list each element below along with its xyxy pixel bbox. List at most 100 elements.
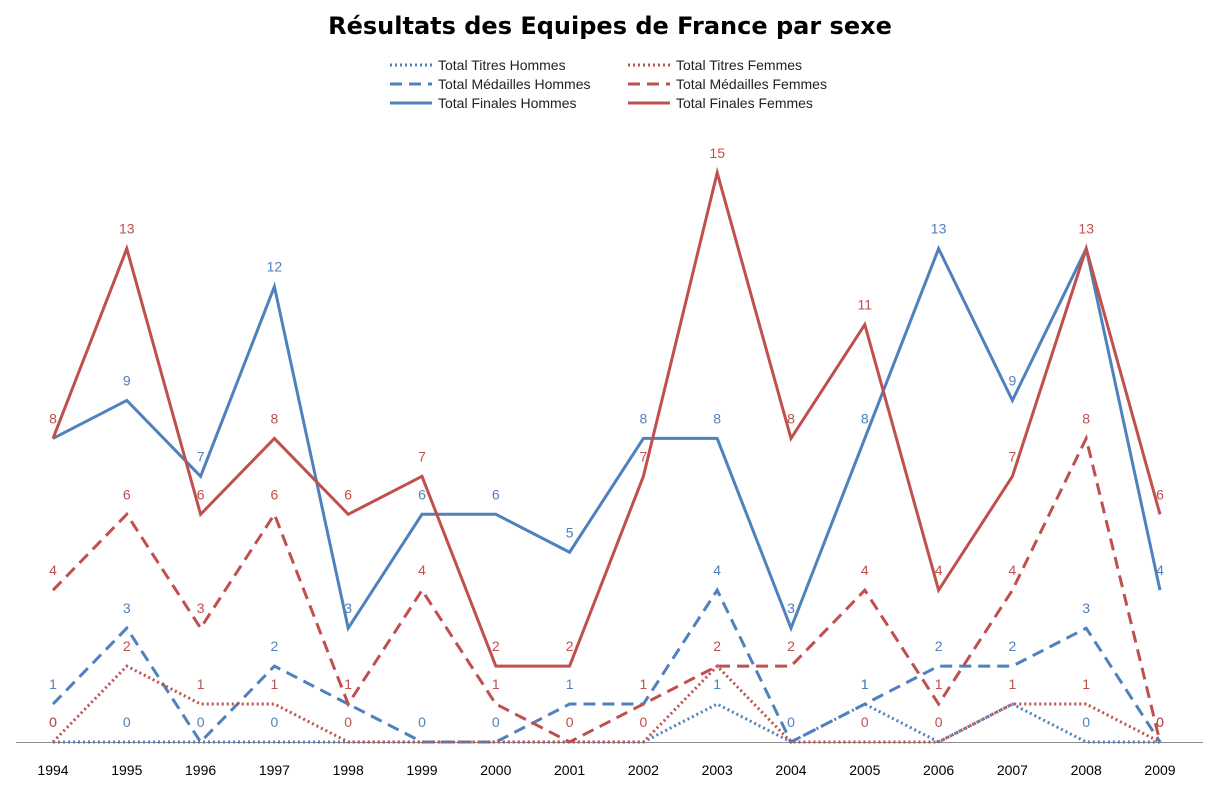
legend-item-total-titres-hommes: Total Titres Hommes <box>390 55 566 74</box>
legend-label: Total Médailles Hommes <box>438 75 591 92</box>
data-label-total-finales-hommes: 3 <box>787 600 795 616</box>
data-point-total-medailles-femmes <box>347 703 350 706</box>
data-label-total-medailles-femmes: 1 <box>492 676 500 692</box>
data-point-total-medailles-femmes <box>273 513 276 516</box>
data-label-total-finales-hommes: 8 <box>640 410 648 426</box>
data-point-total-medailles-femmes <box>125 513 128 516</box>
x-tick-label: 2001 <box>554 762 585 778</box>
data-label-total-finales-femmes: 7 <box>1009 448 1017 464</box>
data-point-total-medailles-femmes <box>1011 589 1014 592</box>
series-line-total-medailles-femmes <box>51 433 1162 744</box>
x-tick-label: 1998 <box>333 762 364 778</box>
data-point-total-titres-femmes <box>347 741 350 744</box>
data-label-total-finales-hommes: 6 <box>418 486 426 502</box>
legend-item-total-medailles-hommes: Total Médailles Hommes <box>390 74 591 93</box>
data-point-total-medailles-hommes <box>1085 627 1088 630</box>
series-line-total-finales-femmes <box>51 166 1162 668</box>
data-label-total-finales-femmes: 13 <box>1078 221 1094 237</box>
data-point-total-medailles-hommes <box>716 589 719 592</box>
data-label-total-titres-hommes: 1 <box>861 676 869 692</box>
data-label-total-medailles-femmes: 4 <box>1009 562 1017 578</box>
data-point-total-medailles-hommes <box>1011 665 1014 668</box>
x-tick-label: 2000 <box>480 762 511 778</box>
x-tick-label: 1997 <box>259 762 290 778</box>
data-point-total-finales-femmes <box>494 665 497 668</box>
data-label-total-titres-femmes: 2 <box>713 638 721 654</box>
legend-label: Total Titres Hommes <box>438 56 566 73</box>
data-point-total-titres-femmes <box>494 741 497 744</box>
legend-swatch <box>390 101 432 104</box>
data-label-total-finales-femmes: 8 <box>271 410 279 426</box>
data-point-total-finales-femmes <box>1085 247 1088 250</box>
data-point-total-medailles-femmes <box>1159 741 1162 744</box>
data-label-total-finales-femmes: 6 <box>1156 486 1164 502</box>
data-point-total-medailles-femmes <box>568 741 571 744</box>
data-label-total-titres-femmes: 0 <box>566 714 574 730</box>
data-point-total-medailles-hommes <box>568 703 571 706</box>
data-label-total-finales-hommes: 7 <box>197 448 205 464</box>
data-label-total-finales-hommes: 4 <box>1156 562 1164 578</box>
data-point-total-finales-femmes <box>421 475 424 478</box>
data-label-total-medailles-hommes: 4 <box>713 562 721 578</box>
data-label-total-finales-hommes: 6 <box>492 486 500 502</box>
data-label-total-medailles-femmes: 1 <box>344 676 352 692</box>
data-point-total-medailles-femmes <box>716 665 719 668</box>
data-label-total-titres-femmes: 1 <box>197 676 205 692</box>
data-point-total-titres-femmes <box>125 665 128 668</box>
data-point-total-finales-hommes <box>1159 589 1162 592</box>
data-label-total-finales-hommes: 13 <box>931 221 947 237</box>
data-point-total-finales-femmes <box>125 247 128 250</box>
data-point-total-titres-hommes <box>716 703 719 706</box>
data-label-total-finales-femmes: 8 <box>49 410 57 426</box>
data-label-total-titres-hommes: 0 <box>197 714 205 730</box>
data-label-total-medailles-femmes: 0 <box>1156 714 1164 730</box>
data-label-total-titres-hommes: 0 <box>271 714 279 730</box>
data-point-total-titres-hommes <box>1085 741 1088 744</box>
data-point-total-finales-femmes <box>347 513 350 516</box>
data-label-total-finales-femmes: 2 <box>492 638 500 654</box>
data-label-total-finales-hommes: 9 <box>1009 372 1017 388</box>
data-label-total-medailles-hommes: 1 <box>861 676 869 692</box>
data-point-total-finales-femmes <box>790 437 793 440</box>
data-point-total-finales-femmes <box>199 513 202 516</box>
data-point-total-finales-hommes <box>790 627 793 630</box>
data-label-total-finales-femmes: 11 <box>858 297 873 313</box>
data-label-total-medailles-femmes: 1 <box>935 676 943 692</box>
data-point-total-finales-hommes <box>421 513 424 516</box>
legend-swatch <box>628 101 670 104</box>
data-label-total-finales-femmes: 13 <box>119 221 135 237</box>
data-point-total-medailles-femmes <box>790 665 793 668</box>
data-point-total-medailles-hommes <box>125 627 128 630</box>
data-point-total-finales-hommes <box>273 285 276 288</box>
data-label-total-finales-femmes: 6 <box>344 486 352 502</box>
legend-label: Total Titres Femmes <box>676 56 803 73</box>
data-label-total-finales-hommes: 12 <box>267 259 283 275</box>
data-label-total-medailles-hommes: 2 <box>271 638 279 654</box>
x-tick-label: 2006 <box>923 762 954 778</box>
x-tick-label: 2002 <box>628 762 659 778</box>
data-point-total-finales-hommes <box>568 551 571 554</box>
data-point-total-titres-hommes <box>125 741 128 744</box>
x-tick-label: 1999 <box>406 762 437 778</box>
data-label-total-titres-hommes: 0 <box>1082 714 1090 730</box>
legend-label: Total Finales Hommes <box>438 94 577 111</box>
data-label-total-medailles-femmes: 4 <box>418 562 426 578</box>
data-point-total-medailles-hommes <box>52 703 55 706</box>
legend: Total Titres Hommes Total Médailles Homme… <box>390 55 860 115</box>
data-point-total-titres-femmes <box>642 741 645 744</box>
data-label-total-titres-femmes: 1 <box>1082 676 1090 692</box>
data-point-total-medailles-femmes <box>863 589 866 592</box>
legend-label: Total Finales Femmes <box>676 94 813 111</box>
data-label-total-finales-hommes: 3 <box>344 600 352 616</box>
data-point-total-titres-femmes <box>1011 703 1014 706</box>
data-label-total-medailles-hommes: 2 <box>1009 638 1017 654</box>
data-label-total-titres-femmes: 0 <box>1156 714 1164 730</box>
data-point-total-finales-femmes <box>1011 475 1014 478</box>
data-label-total-titres-femmes: 0 <box>935 714 943 730</box>
data-label-total-titres-femmes: 2 <box>123 638 131 654</box>
data-point-total-titres-femmes <box>937 741 940 744</box>
data-label-total-titres-hommes: 0 <box>1156 714 1164 730</box>
data-label-total-finales-femmes: 8 <box>787 410 795 426</box>
data-point-total-titres-femmes <box>863 741 866 744</box>
data-label-total-medailles-femmes: 2 <box>787 638 795 654</box>
